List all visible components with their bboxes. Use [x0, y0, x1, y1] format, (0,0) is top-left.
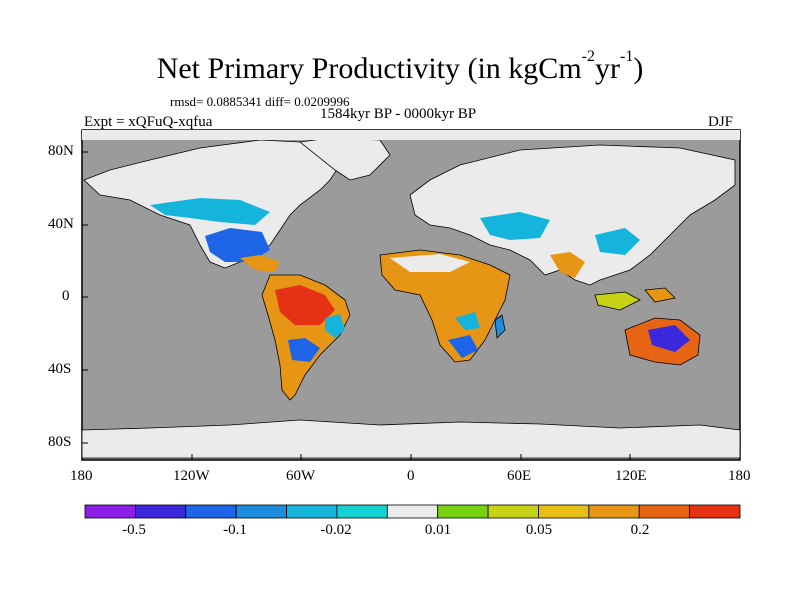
lat-tick: 40S	[48, 361, 72, 377]
colorbar-swatch	[185, 504, 237, 519]
colorbar-swatch	[286, 504, 338, 519]
lon-tick: 180	[70, 468, 93, 484]
colorbar-swatch	[84, 504, 136, 519]
lat-tick: 0	[62, 288, 70, 304]
colorbar-swatch	[588, 504, 640, 519]
lon-tick: 180	[728, 468, 751, 484]
lat-tick: 80N	[48, 143, 74, 159]
eurasia	[409, 144, 736, 286]
colorbar-label: 0.2	[630, 522, 650, 538]
colorbar-swatch	[487, 504, 539, 519]
colorbar-label: 0.01	[424, 522, 452, 538]
colorbar-label: -0.1	[223, 522, 247, 538]
lon-tick: 0	[407, 468, 415, 484]
lat-tick: 40N	[48, 216, 74, 232]
lat-tick: 80S	[48, 434, 72, 450]
colorbar-label: -0.5	[122, 522, 146, 538]
lon-tick: 120W	[173, 468, 210, 484]
colorbar-swatch	[437, 504, 489, 519]
colorbar-label: 0.05	[525, 522, 553, 538]
continents	[81, 130, 741, 459]
colorbar-swatch	[638, 504, 691, 519]
lon-tick: 60W	[286, 468, 316, 484]
lon-tick: 60E	[507, 468, 532, 484]
colorbar-swatch	[538, 504, 590, 519]
colorbar-swatch	[336, 504, 388, 519]
experiment-label: Expt = xQFuQ-xqfua	[84, 114, 213, 130]
season-label: DJF	[708, 114, 734, 130]
colorbar	[84, 504, 741, 519]
colorbar-label: -0.02	[320, 522, 352, 538]
colorbar-swatch	[386, 504, 439, 519]
colorbar-swatch	[134, 504, 187, 519]
map-title: Net Primary Productivity (in kgCm-2yr-1)	[156, 48, 644, 85]
period-label: 1584kyr BP - 0000kyr BP	[320, 106, 477, 122]
colorbar-swatch	[235, 504, 287, 519]
lon-tick: 120E	[615, 468, 647, 484]
colorbar-swatch	[689, 504, 741, 519]
stats-text: rmsd= 0.0885341 diff= 0.0209996	[170, 94, 350, 109]
